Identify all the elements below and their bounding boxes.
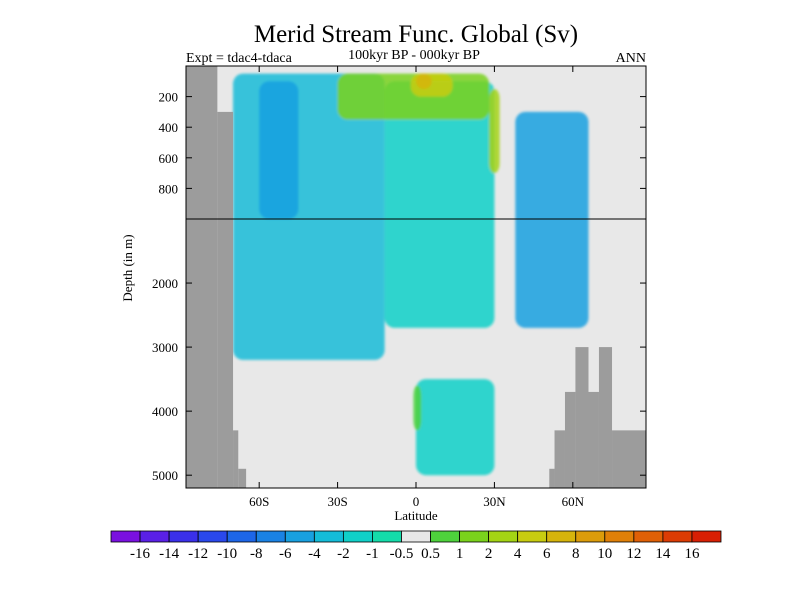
colorbar-swatch [517,530,548,543]
colorbar-swatch [284,530,315,543]
y-tick-label: 400 [159,120,179,135]
colorbar-label: 8 [572,546,580,562]
y-axis-label: Depth (in m) [120,234,135,301]
land-mask-block [554,430,565,488]
colorbar-label: -0.5 [390,546,414,562]
land-mask-block [612,430,646,488]
colorbar-label: 12 [626,546,641,562]
x-axis-label: Latitude [394,508,438,523]
contour-region [259,81,299,219]
y-axis: 200 400 600 800 2000 3000 4000 5000 [152,90,646,483]
colorbar-label: -8 [250,546,263,562]
colorbar-label: -14 [159,546,179,562]
colorbar-swatch [139,530,170,543]
x-tick-label: 30N [483,494,506,509]
colorbar-swatch [372,530,402,543]
colorbar-label: 1 [456,546,464,562]
colorbar-label: -12 [188,546,208,562]
colorbar-label: 0.5 [421,546,440,562]
colorbar-swatch [488,530,519,543]
land-mask-block [233,430,239,488]
colorbar-label: 14 [655,546,671,562]
land-mask-block [564,391,576,488]
land-mask-block [186,66,218,488]
y-tick-label: 600 [159,151,179,166]
colorbar-label: 6 [543,546,551,562]
land-mask-block [238,468,247,488]
colorbar-swatch [168,530,199,543]
colorbar-swatch [604,530,635,543]
contour-region [413,385,422,431]
colorbar-label: -6 [279,546,292,562]
colorbar-swatch [255,530,286,543]
x-axis: 60S 30S 0 30N 60N [249,66,585,509]
colorbar: -16 -14 -12 -10 -8 -6 -4 -2 -1 -0.5 0.5 1 2 4 6 8 10 12 14… [110,530,722,562]
colorbar-label: -2 [337,546,350,562]
y-tick-label: 2000 [152,276,178,291]
land-mask-block [598,347,613,488]
colorbar-label: -16 [130,546,150,562]
contour-region [384,81,495,328]
contour-region [410,73,453,97]
contour-region [416,73,432,89]
colorbar-swatch [226,530,257,543]
experiment-label: Expt = tdac4-tdaca [186,51,293,66]
x-tick-label: 30S [327,494,347,509]
contour-region [515,111,589,328]
colorbar-swatch [313,530,344,543]
y-tick-label: 4000 [152,404,178,419]
season-label: ANN [616,51,646,66]
y-tick-label: 3000 [152,340,178,355]
colorbar-swatch [633,530,664,543]
colorbar-swatch [691,530,722,543]
y-tick-label: 5000 [152,468,178,483]
land-mask-block [217,111,234,488]
colorbar-label: -4 [308,546,321,562]
land-mask-layer [186,66,646,488]
colorbar-label: 2 [485,546,493,562]
colorbar-swatch [459,530,490,543]
colorbar-swatch [575,530,606,543]
x-tick-label: 60N [562,494,585,509]
colorbar-swatch [342,530,373,543]
contour-region [489,88,500,174]
chart-title: Merid Stream Func. Global (Sv) [254,21,578,48]
land-mask-block [549,468,555,488]
colorbar-swatch [430,530,460,543]
land-mask-block [588,391,599,488]
colorbar-label: 10 [597,546,612,562]
plot-area [186,66,646,488]
x-tick-label: 0 [413,494,420,509]
colorbar-swatch [401,530,431,543]
contour-region [416,379,495,476]
contour-fill-layer [233,73,589,476]
land-mask-block [575,347,589,488]
colorbar-label: 16 [684,546,700,562]
colorbar-label: -10 [217,546,237,562]
colorbar-swatch [662,530,693,543]
colorbar-label: 4 [514,546,522,562]
colorbar-swatch [197,530,228,543]
x-tick-label: 60S [249,494,269,509]
y-tick-label: 200 [159,90,179,105]
colorbar-swatch [546,530,577,543]
time-range-label: 100kyr BP - 000kyr BP [348,48,480,63]
colorbar-swatch [110,530,141,543]
y-tick-label: 800 [159,181,179,196]
colorbar-label: -1 [366,546,379,562]
